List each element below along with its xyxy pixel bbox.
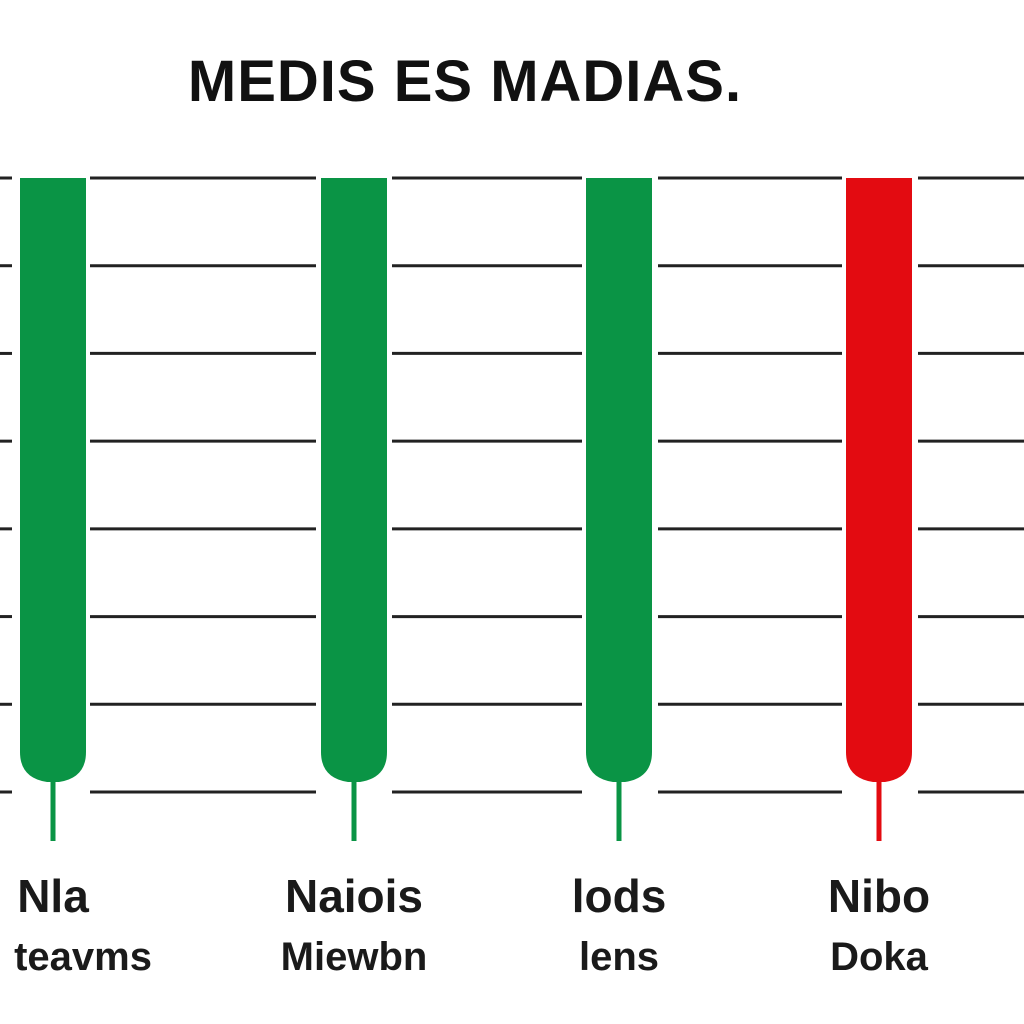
category-label-line2: Doka (830, 935, 929, 979)
bar (586, 178, 652, 782)
category-label-line2: lens (579, 935, 659, 979)
category-labels: Nla teavms Naiois Miewbn lods lens Nibo Doka (14, 870, 930, 979)
gridlines (0, 176, 1024, 794)
category-label-line2: teavms (14, 935, 152, 979)
bar (321, 178, 387, 782)
category-label-line1: lods (572, 870, 667, 922)
bar-wick (50, 778, 56, 841)
bar-wick (876, 778, 882, 841)
category-label-line1: Nla (17, 870, 89, 922)
bar (20, 178, 86, 782)
bar-wick (616, 778, 622, 841)
bar (846, 178, 912, 782)
bars (20, 178, 912, 841)
category-label-line2: Miewbn (281, 935, 428, 979)
chart-title: MEDIS ES MADIAS. (187, 49, 743, 114)
category-label-line1: Naiois (285, 870, 423, 922)
category-label-line1: Nibo (828, 870, 930, 922)
bar-wick (351, 778, 357, 841)
